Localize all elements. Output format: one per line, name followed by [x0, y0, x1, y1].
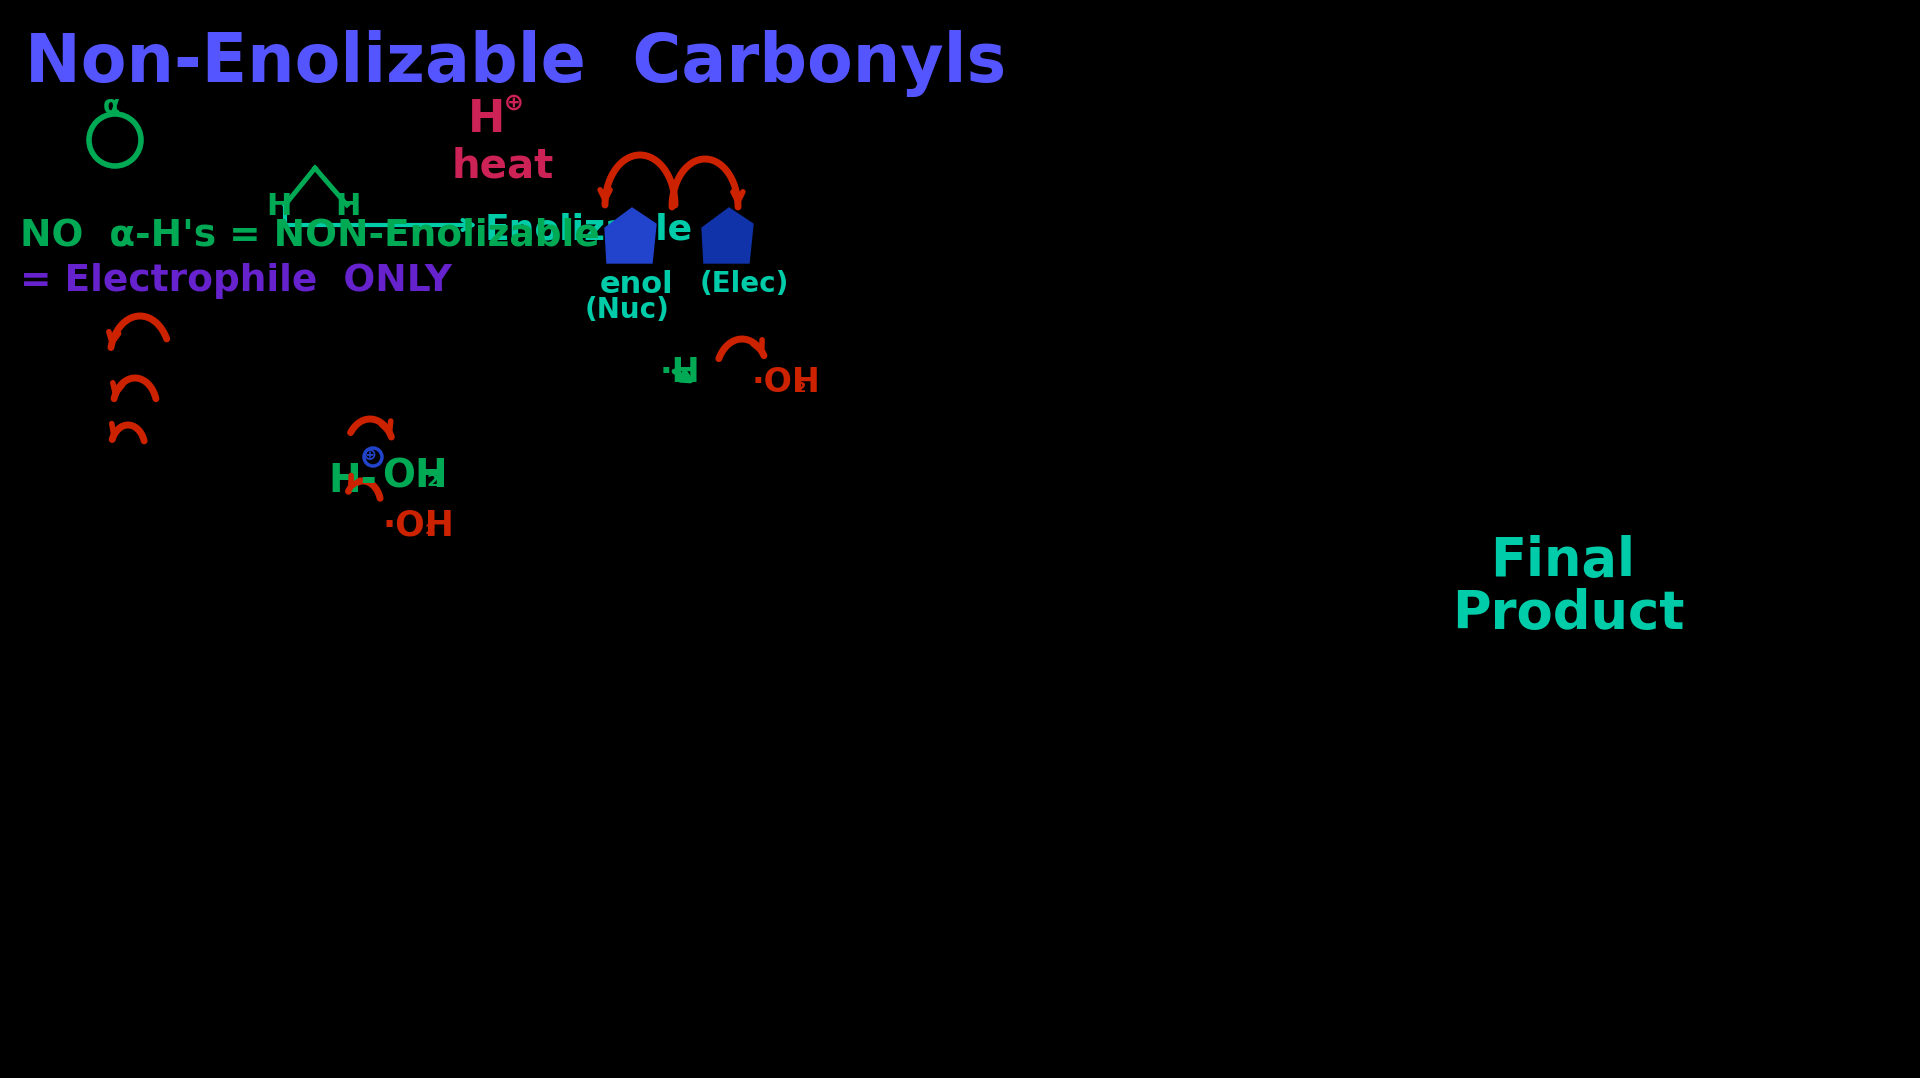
- Text: H-: H-: [328, 462, 376, 500]
- Text: ⊕: ⊕: [363, 446, 376, 464]
- Text: ₂: ₂: [797, 373, 806, 397]
- Text: H: H: [267, 192, 292, 221]
- Text: enol: enol: [599, 270, 674, 299]
- Text: ₂: ₂: [424, 515, 436, 539]
- Text: ₂: ₂: [426, 464, 440, 492]
- Text: H: H: [334, 192, 361, 221]
- Text: OH: OH: [382, 457, 447, 495]
- Text: α: α: [104, 94, 121, 118]
- Text: Non-Enolizable  Carbonyls: Non-Enolizable Carbonyls: [25, 30, 1006, 97]
- Text: ·OH: ·OH: [753, 367, 822, 399]
- Text: Final: Final: [1490, 535, 1636, 588]
- Polygon shape: [703, 208, 753, 263]
- Text: ·OH: ·OH: [382, 508, 453, 542]
- Text: heat: heat: [451, 147, 555, 186]
- Text: (Elec): (Elec): [701, 270, 789, 298]
- Text: Product: Product: [1452, 588, 1684, 640]
- Text: Enolizable: Enolizable: [486, 212, 693, 246]
- Text: (Nuc): (Nuc): [586, 296, 670, 324]
- Text: = Electrophile  ONLY: = Electrophile ONLY: [19, 263, 451, 299]
- Polygon shape: [605, 208, 657, 263]
- Text: H: H: [468, 98, 505, 141]
- Text: ⊕: ⊕: [503, 91, 524, 115]
- Text: NO  α-H's = NON-Enolizable: NO α-H's = NON-Enolizable: [19, 218, 599, 254]
- Text: ·H: ·H: [660, 356, 701, 389]
